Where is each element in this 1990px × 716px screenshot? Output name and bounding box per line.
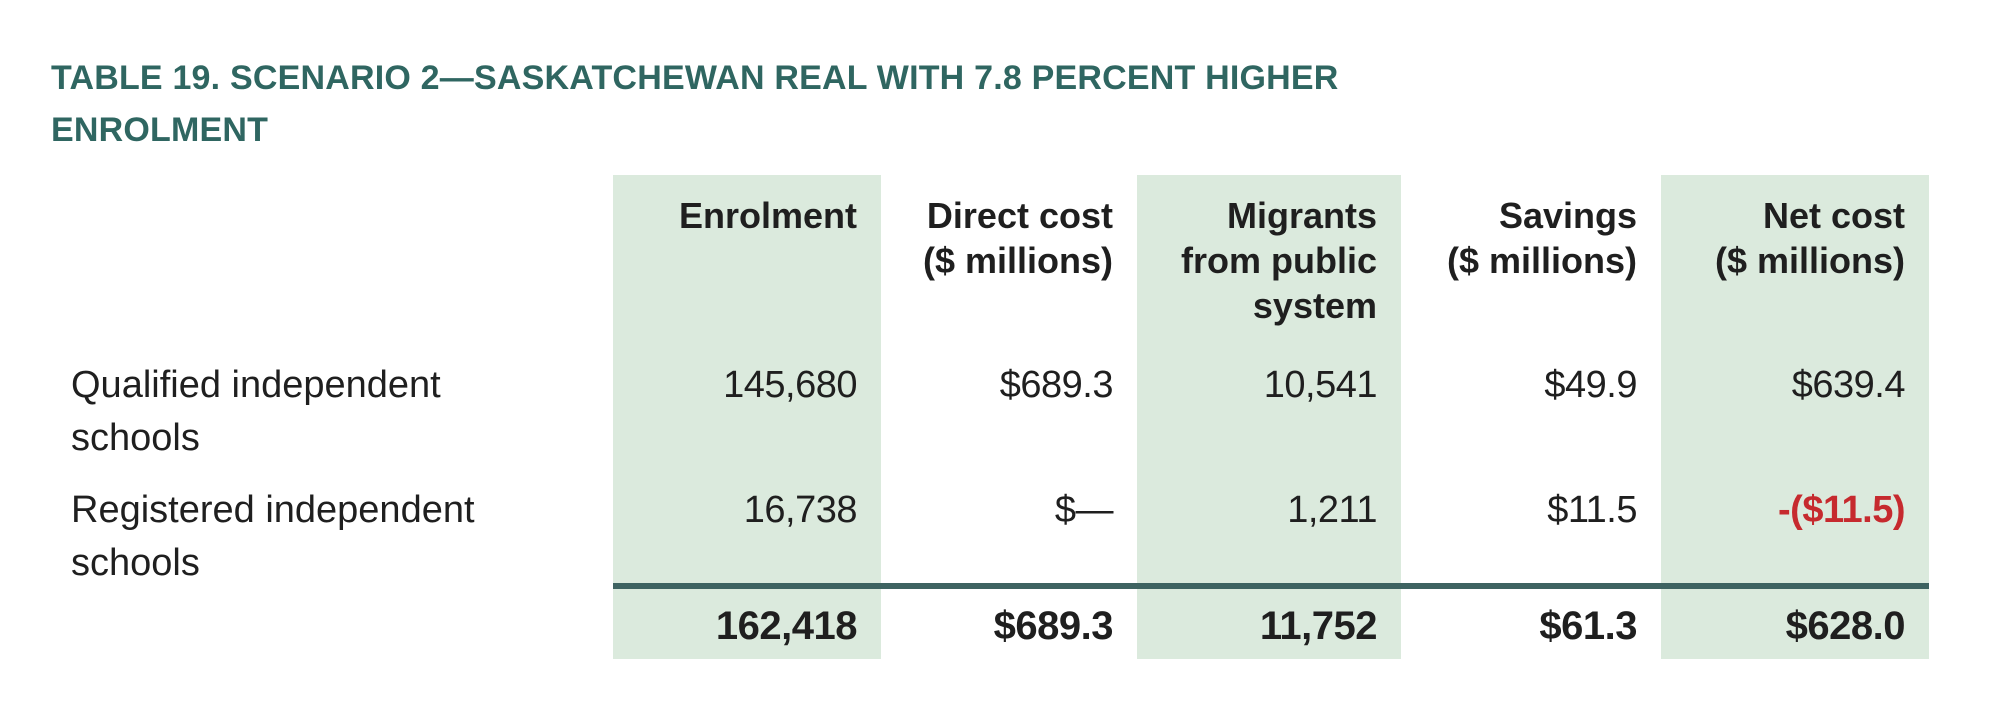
column-header-direct-cost: Direct cost ($ millions): [881, 175, 1137, 355]
total-net-cost-value: $628.0: [1661, 583, 1929, 659]
table-title: TABLE 19. SCENARIO 2—SASKATCHEWAN REAL W…: [51, 52, 1950, 156]
scenario-table: Enrolment Direct cost ($ millions) Migra…: [51, 175, 1929, 659]
row-label-qualified: Qualified independent schools: [51, 355, 613, 480]
registered-migrants-value: 1,211: [1137, 480, 1401, 583]
table-title-line-2: ENROLMENT: [51, 111, 269, 149]
total-spacer-cell: [51, 583, 613, 659]
column-header-migrants: Migrants from public system: [1137, 175, 1401, 355]
registered-savings-value: $11.5: [1401, 480, 1661, 583]
total-enrolment-value: 162,418: [613, 583, 881, 659]
registered-net-cost-negative-value: -($11.5): [1661, 480, 1929, 583]
row-label-registered: Registered independent schools: [51, 480, 613, 584]
total-migrants-value: 11,752: [1137, 583, 1401, 659]
registered-enrolment-value: 16,738: [613, 480, 881, 583]
column-header-savings: Savings ($ millions): [1401, 175, 1661, 355]
header-spacer-cell: [51, 175, 613, 355]
table-title-line-1: TABLE 19. SCENARIO 2—SASKATCHEWAN REAL W…: [51, 59, 1339, 97]
document-page: TABLE 19. SCENARIO 2—SASKATCHEWAN REAL W…: [0, 52, 1990, 716]
qualified-net-cost-value: $639.4: [1661, 355, 1929, 480]
qualified-enrolment-value: 145,680: [613, 355, 881, 480]
qualified-savings-value: $49.9: [1401, 355, 1661, 480]
registered-direct-cost-value: $—: [881, 480, 1137, 583]
total-direct-cost-value: $689.3: [881, 583, 1137, 659]
qualified-migrants-value: 10,541: [1137, 355, 1401, 480]
column-header-net-cost: Net cost ($ millions): [1661, 175, 1929, 355]
column-header-enrolment: Enrolment: [613, 175, 881, 355]
qualified-direct-cost-value: $689.3: [881, 355, 1137, 480]
total-savings-value: $61.3: [1401, 583, 1661, 659]
